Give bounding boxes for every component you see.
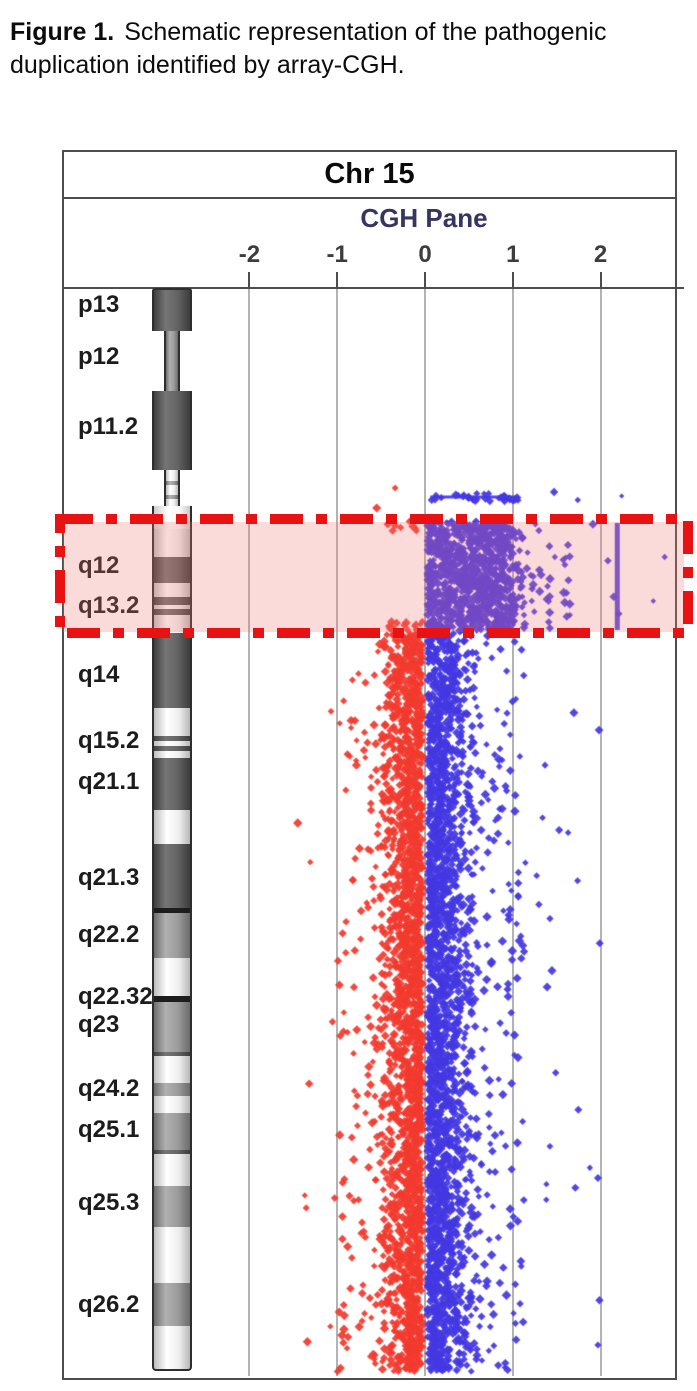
duplication-highlight-fill xyxy=(63,522,684,632)
